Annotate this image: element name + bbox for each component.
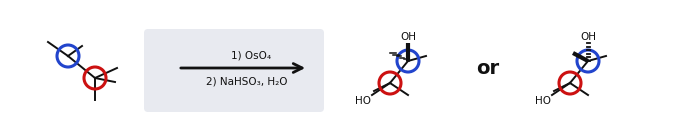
FancyBboxPatch shape	[144, 29, 324, 112]
Text: 1) OsO₄: 1) OsO₄	[231, 50, 271, 60]
Text: OH: OH	[580, 32, 596, 42]
Text: or: or	[477, 60, 500, 78]
Text: OH: OH	[400, 32, 416, 42]
Text: 2) NaHSO₃, H₂O: 2) NaHSO₃, H₂O	[206, 76, 288, 86]
Text: HO: HO	[535, 96, 551, 106]
Text: HO: HO	[355, 96, 371, 106]
